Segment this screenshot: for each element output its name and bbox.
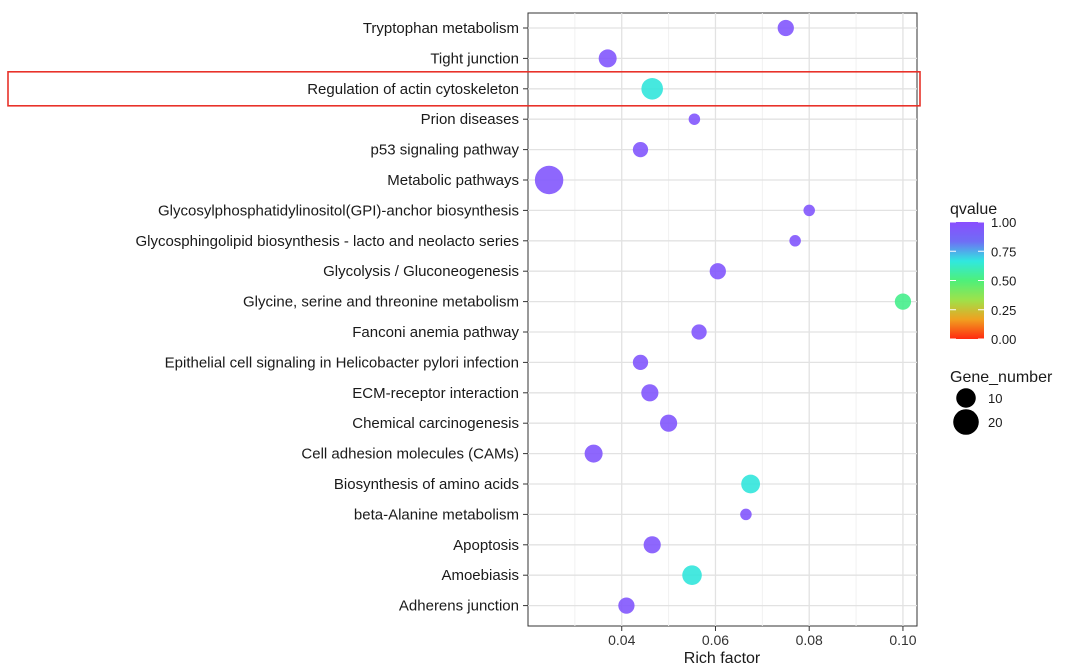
y-category-label: Cell adhesion molecules (CAMs)	[301, 446, 519, 463]
data-point	[641, 78, 663, 100]
data-point	[741, 474, 761, 494]
y-category-label: Adherens junction	[399, 598, 519, 615]
y-category-label: Amoebiasis	[441, 567, 519, 584]
x-tick-label: 0.06	[702, 632, 729, 648]
x-axis-title: Rich factor	[684, 650, 761, 666]
y-category-label: Glycine, serine and threonine metabolism	[243, 294, 519, 311]
data-point	[894, 293, 912, 310]
gene-number-legend-title: Gene_number	[950, 369, 1053, 386]
qvalue-legend-title: qvalue	[950, 201, 997, 218]
plot-panel	[527, 12, 918, 627]
data-point	[709, 263, 726, 280]
y-category-label: Tight junction	[430, 50, 519, 67]
size-legend-label: 20	[988, 415, 1002, 430]
y-category-label: Fanconi anemia pathway	[352, 324, 519, 341]
data-point	[641, 384, 659, 402]
data-point	[803, 204, 815, 217]
y-category-label: Metabolic pathways	[387, 172, 519, 189]
data-point	[688, 113, 701, 125]
x-tick-label: 0.08	[796, 632, 823, 648]
y-category-label: Biosynthesis of amino acids	[334, 476, 519, 493]
x-tick-label: 0.04	[608, 632, 635, 648]
data-point	[740, 508, 752, 521]
colorbar-tick-label: 0.00	[991, 332, 1016, 347]
colorbar-tick-label: 1.00	[991, 215, 1016, 230]
colorbar-tick-label: 0.25	[991, 303, 1016, 318]
y-category-label: Glycolysis / Gluconeogenesis	[323, 263, 519, 280]
x-tick-label: 0.10	[889, 632, 916, 648]
data-point	[632, 141, 649, 158]
data-point	[584, 444, 603, 463]
data-point	[789, 235, 801, 247]
data-point	[691, 324, 707, 340]
y-category-label: Apoptosis	[453, 537, 519, 554]
y-category-label: Regulation of actin cytoskeleton	[307, 81, 519, 98]
data-point	[643, 536, 661, 554]
y-category-label: beta-Alanine metabolism	[354, 506, 519, 523]
y-category-label: Prion diseases	[421, 111, 519, 128]
size-legend-key	[953, 409, 979, 435]
y-category-label: ECM-receptor interaction	[352, 385, 519, 402]
y-category-label: Glycosphingolipid biosynthesis - lacto a…	[135, 233, 519, 250]
data-point	[632, 354, 649, 371]
y-category-label: Tryptophan metabolism	[363, 20, 519, 37]
y-category-label: Glycosylphosphatidylinositol(GPI)-anchor…	[158, 202, 519, 219]
y-category-label: Epithelial cell signaling in Helicobacte…	[165, 354, 519, 371]
size-legend-label: 10	[988, 391, 1002, 406]
colorbar-tick-label: 0.50	[991, 274, 1016, 289]
colorbar-tick-label: 0.75	[991, 244, 1016, 259]
data-point	[682, 565, 702, 585]
data-point	[598, 49, 617, 68]
data-point	[777, 19, 794, 37]
size-legend-key	[956, 388, 976, 408]
data-point	[534, 165, 564, 195]
highlight-box	[7, 71, 921, 107]
data-point	[618, 597, 635, 614]
data-point	[660, 414, 678, 432]
y-category-label: Chemical carcinogenesis	[352, 415, 519, 432]
y-category-label: p53 signaling pathway	[371, 142, 520, 159]
